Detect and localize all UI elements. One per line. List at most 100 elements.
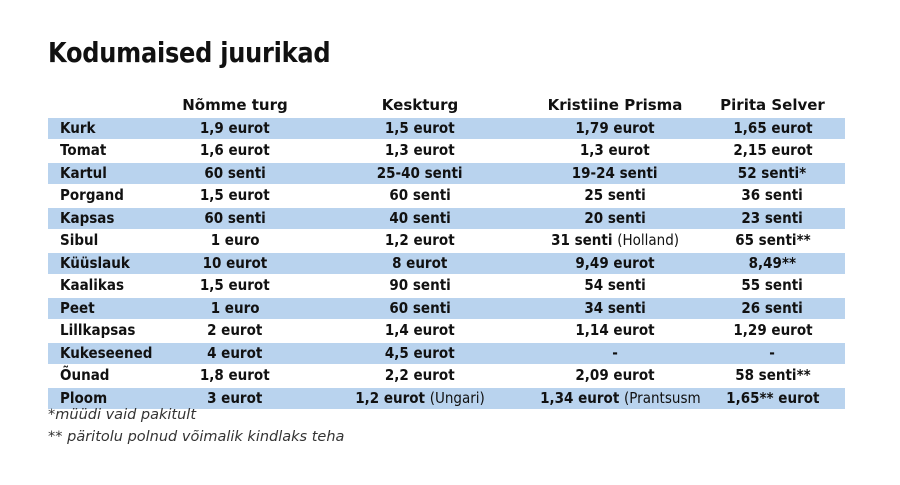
table-row: Lillkapsas 2 eurot 1,4 eurot 1,14 eurot 1,29…: [48, 319, 845, 342]
price-cell-content: 2,09 eurot: [575, 366, 654, 385]
table-body: Kurk 1,9 eurot 1,5 eurot 1,79 eurot 1,65 eur…: [48, 116, 845, 409]
price-cell-content: 90 senti: [389, 276, 450, 295]
price-value: 10 eurot: [202, 253, 268, 272]
table-row: Kurk 1,9 eurot 1,5 eurot 1,79 eurot 1,65 eur…: [48, 116, 845, 140]
price-value: 34 senti: [584, 298, 646, 317]
price-cell: 26 senti: [700, 296, 845, 320]
price-cell: 1,65 eurot: [700, 116, 845, 140]
price-cell: 1,6 eurot: [160, 139, 310, 162]
table-row: Porgand 1,5 eurot 60 senti 25 senti 36 senti: [48, 184, 845, 207]
price-cell: 90 senti: [310, 274, 530, 297]
price-value: 23 senti: [741, 208, 804, 227]
price-value: 1 euro: [210, 231, 260, 250]
price-cell: 1,14 eurot: [530, 319, 700, 342]
price-cell-content: 4 eurot: [207, 344, 262, 363]
price-cell-content: 25-40 senti: [377, 164, 463, 183]
price-value: 36 senti: [741, 186, 804, 205]
page-title: Kodumaised juurikad: [48, 36, 331, 69]
price-cell: 40 senti: [310, 206, 530, 230]
price-cell: 60 senti: [310, 184, 530, 207]
column-header-nomme-turg: Nõmme turg: [182, 96, 288, 115]
price-value: 1,5 eurot: [200, 186, 270, 205]
price-value: 1,2 eurot: [385, 231, 455, 250]
price-value: 1,8 eurot: [200, 366, 270, 385]
price-cell: 65 senti**: [700, 229, 845, 252]
price-cell: 1,4 eurot: [310, 319, 530, 342]
price-cell-content: 54 senti: [584, 276, 645, 295]
price-cell-content: 52 senti*: [738, 164, 806, 183]
price-cell-content: 1,2 eurot (Ungari): [355, 389, 485, 408]
price-value: 60 senti: [204, 163, 266, 182]
product-name-cell: Kukeseened: [48, 341, 160, 365]
table-row: Küüslauk 10 eurot 8 eurot 9,49 eurot 8,49**: [48, 251, 845, 275]
price-cell-content: 23 senti: [742, 209, 803, 228]
price-cell-content: 60 senti: [389, 186, 450, 205]
price-value: 26 senti: [741, 298, 804, 317]
price-value: 1,2 eurot: [355, 388, 425, 407]
price-cell-content: 1,79 eurot: [575, 119, 654, 138]
product-name: Kaalikas: [60, 276, 125, 295]
table-row: Kaalikas 1,5 eurot 90 senti 54 senti 55 sent…: [48, 274, 845, 297]
product-name-cell: Kurk: [48, 116, 160, 140]
price-cell-content: 8,49**: [749, 254, 796, 273]
price-value: 1,5 eurot: [200, 276, 270, 295]
product-name: Peet: [60, 298, 95, 317]
price-cell-content: 31 senti (Holland): [551, 231, 679, 250]
price-cell: 1,5 eurot: [160, 274, 310, 297]
price-value: 58 senti**: [734, 366, 811, 385]
price-cell-content: 1,65** eurot: [726, 389, 819, 408]
price-value: 1,5 eurot: [385, 118, 455, 137]
table-row: Kartul 60 senti 25-40 senti 19-24 senti 52 s…: [48, 161, 845, 185]
column-header-pirita-selver: Pirita Selver: [720, 96, 825, 115]
price-cell-content: 20 senti: [584, 209, 645, 228]
price-cell: 1,65** eurot: [700, 386, 845, 409]
price-cell-content: 9,49 eurot: [575, 254, 654, 273]
price-cell-content: 1,5 eurot: [200, 186, 270, 205]
price-value: 1 euro: [210, 298, 260, 317]
price-cell-content: -: [770, 344, 776, 363]
price-cell-content: 1,3 eurot: [385, 141, 455, 160]
price-value: 20 senti: [584, 208, 646, 227]
price-cell-content: 36 senti: [742, 186, 803, 205]
price-cell-content: 1,65 eurot: [733, 119, 812, 138]
price-cell: -: [700, 341, 845, 365]
price-cell: 8 eurot: [310, 251, 530, 275]
price-value: 2,2 eurot: [385, 366, 455, 385]
price-cell-content: 1,5 eurot: [385, 119, 455, 138]
price-cell-content: 1,29 eurot: [733, 321, 812, 340]
price-cell: 60 senti: [160, 206, 310, 230]
price-value: 19-24 senti: [572, 163, 658, 182]
product-name-cell: Ploom: [48, 386, 160, 409]
product-name: Tomat: [60, 141, 107, 160]
product-name: Sibul: [60, 231, 99, 250]
price-cell-content: 1,6 eurot: [200, 141, 270, 160]
price-value: 4,5 eurot: [385, 343, 455, 362]
price-value: 60 senti: [204, 208, 266, 227]
price-cell: 55 senti: [700, 274, 845, 297]
origin-note: (Ungari): [429, 388, 485, 407]
price-cell: 25 senti: [530, 184, 700, 207]
price-cell-content: 60 senti: [204, 164, 265, 183]
price-value: 8 eurot: [392, 253, 448, 272]
price-value: 60 senti: [389, 186, 451, 205]
price-cell-content: 1,8 eurot: [200, 366, 270, 385]
price-value: 2 eurot: [207, 321, 263, 340]
price-value: 31 senti: [551, 231, 613, 250]
product-name: Ploom: [60, 388, 108, 407]
price-value: 1,34 eurot: [540, 388, 620, 407]
product-name: Kapsas: [60, 208, 115, 227]
footnote-packaged: *müüdi vaid pakitult: [48, 407, 197, 423]
price-cell-content: 26 senti: [742, 299, 803, 318]
price-cell: 60 senti: [160, 161, 310, 185]
column-header-product: [48, 95, 160, 117]
column-header-keskturg: Keskturg: [381, 96, 459, 115]
product-name: Lillkapsas: [60, 321, 136, 340]
price-value: 4 eurot: [207, 343, 263, 362]
price-cell: 54 senti: [530, 274, 700, 297]
product-name-cell: Küüslauk: [48, 251, 160, 275]
price-cell: 52 senti*: [700, 161, 845, 185]
price-cell-content: 8 eurot: [392, 254, 447, 273]
price-value: 3 eurot: [207, 388, 263, 407]
table-row: Õunad 1,8 eurot 2,2 eurot 2,09 eurot 58 sent…: [48, 364, 845, 387]
product-name: Porgand: [60, 186, 124, 205]
